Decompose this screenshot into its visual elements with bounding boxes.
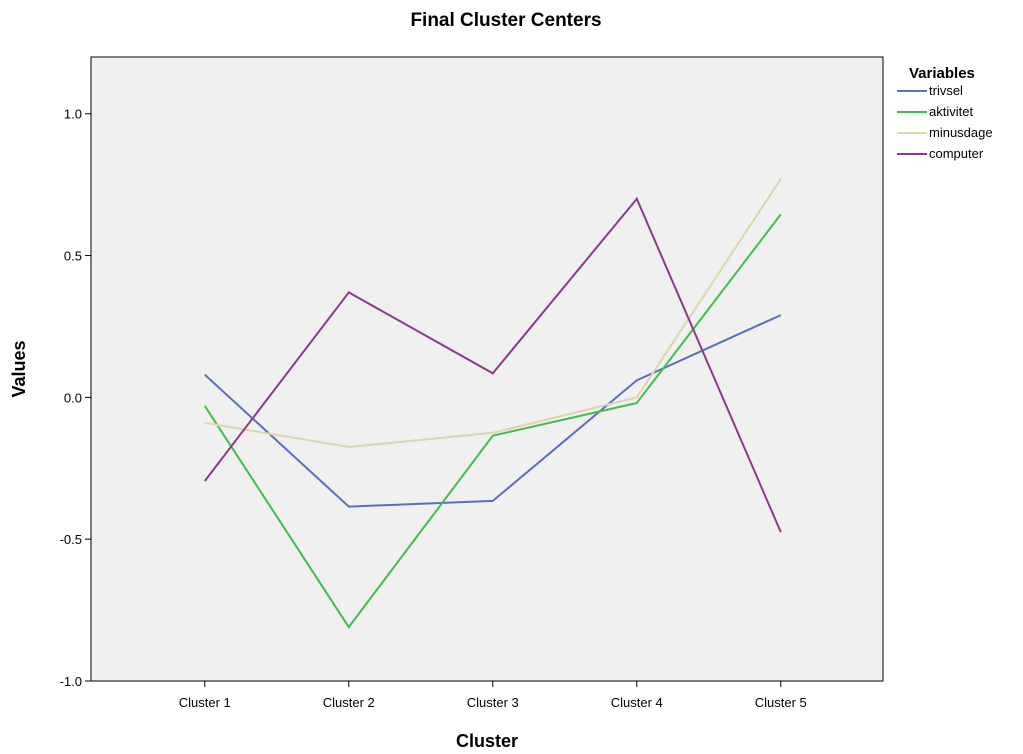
x-axis: Cluster 1 Cluster 2 Cluster 3 Cluster 4 Clus… (179, 681, 807, 710)
x-tick-label: Cluster 1 (179, 695, 231, 710)
x-tick-label: Cluster 5 (755, 695, 807, 710)
legend-items: trivsel aktivitet minusdage computer (897, 83, 993, 161)
series-lines (203, 178, 782, 629)
legend-label-minusdage: minusdage (929, 125, 993, 140)
x-tick-label: Cluster 4 (611, 695, 663, 710)
y-axis: -1.0 -0.5 0.0 0.5 1.0 (60, 107, 91, 689)
x-tick-label: Cluster 3 (467, 695, 519, 710)
legend-title: Variables (909, 65, 975, 82)
series-line-trivsel (204, 314, 782, 508)
y-tick-label: 0.0 (64, 390, 82, 405)
legend-label-computer: computer (929, 146, 984, 161)
y-axis-title: Values (9, 340, 29, 397)
series-line-aktivitet (203, 213, 782, 629)
y-tick-label: 0.5 (64, 249, 82, 264)
x-axis-title: Cluster (456, 731, 518, 751)
x-tick-label: Cluster 2 (323, 695, 375, 710)
y-tick-label: -0.5 (60, 532, 82, 547)
legend: Variables trivsel aktivitet minusdage compu… (897, 65, 993, 161)
series-line-computer (204, 196, 782, 533)
legend-label-aktivitet: aktivitet (929, 104, 973, 119)
y-tick-label: 1.0 (64, 107, 82, 122)
y-tick-label: -1.0 (60, 674, 82, 689)
chart-title: Final Cluster Centers (410, 10, 601, 31)
series-line-minusdage (204, 178, 782, 449)
legend-label-trivsel: trivsel (929, 83, 963, 98)
